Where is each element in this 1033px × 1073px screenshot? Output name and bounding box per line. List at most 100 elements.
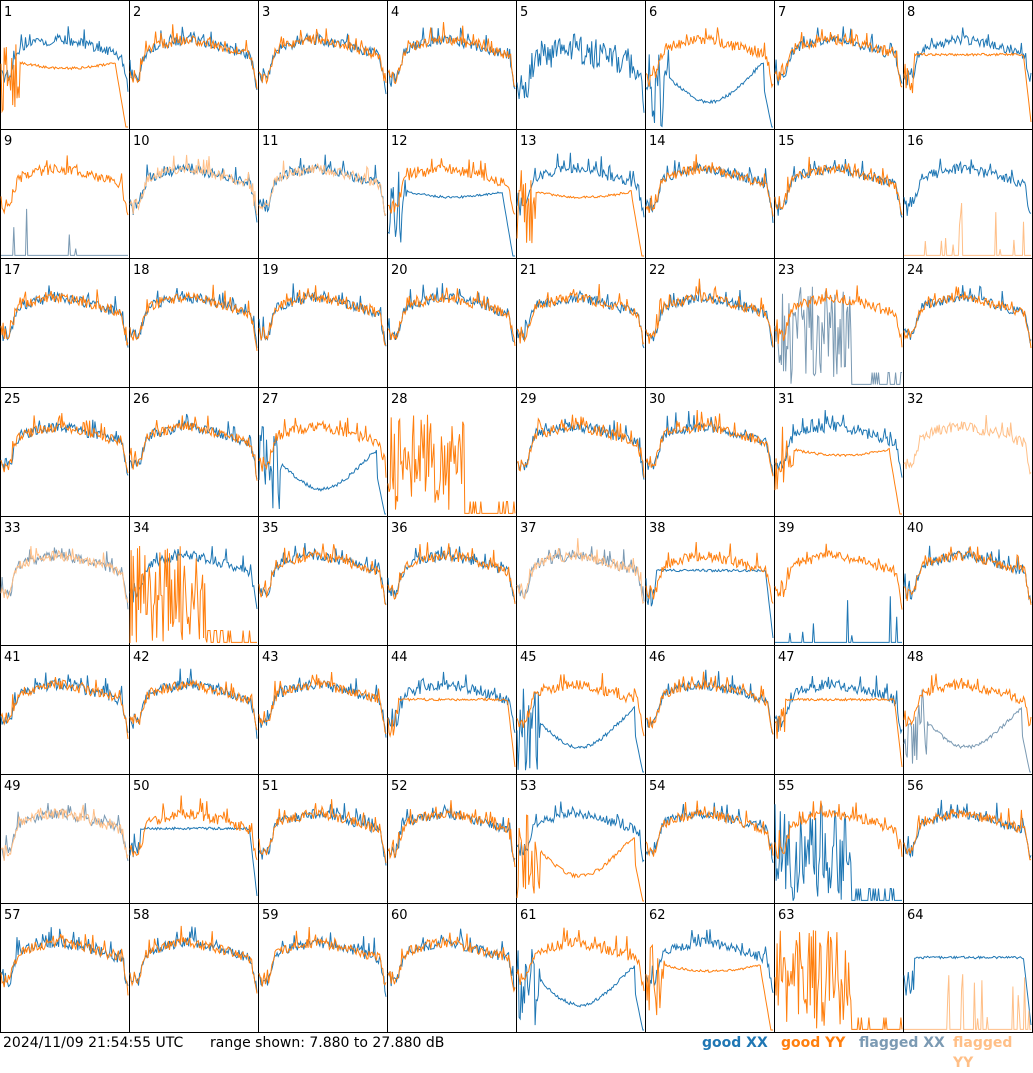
series-xx-40 (903, 545, 1032, 604)
panel-18: 18 (129, 258, 259, 388)
series-xx-57 (0, 927, 129, 988)
panel-64: 64 (903, 903, 1033, 1033)
series-yy-37 (516, 538, 645, 605)
series-yy-34 (129, 545, 257, 644)
series-yy-41 (0, 677, 129, 739)
series-yy-19 (258, 285, 387, 346)
panel-frame (129, 0, 259, 130)
series-yy-61 (516, 927, 645, 992)
footer: 2024/11/09 21:54:55 UTC range shown: 7.8… (0, 1033, 1033, 1071)
panel-label: 18 (133, 263, 150, 278)
series-yy-43 (258, 671, 387, 735)
series-xx-52 (387, 803, 516, 863)
panel-25: 25 (0, 387, 130, 517)
series-yy-14 (645, 154, 774, 217)
panel-20: 20 (387, 258, 517, 388)
panel-label: 8 (907, 5, 915, 20)
panel-frame (0, 129, 130, 259)
panel-36: 36 (387, 516, 517, 646)
panel-52: 52 (387, 774, 517, 904)
panel-label: 7 (778, 5, 786, 20)
panel-46: 46 (645, 645, 775, 775)
series-yy-56 (903, 808, 1032, 861)
panel-38: 38 (645, 516, 775, 646)
panel-frame (774, 0, 904, 130)
panel-label: 52 (391, 779, 408, 794)
panel-8: 8 (903, 0, 1033, 130)
series-yy-51 (258, 799, 387, 864)
series-xx-24 (903, 285, 1032, 344)
panel-label: 15 (778, 134, 795, 149)
panel-label: 25 (4, 392, 21, 407)
panel-label: 44 (391, 650, 408, 665)
panel-60: 60 (387, 903, 517, 1033)
panel-label: 5 (520, 5, 528, 20)
series-xx-9 (1, 208, 128, 256)
panel-label: 41 (4, 650, 21, 665)
series-yy-11 (258, 160, 387, 217)
panel-label: 55 (778, 779, 795, 794)
series-xx-60 (387, 928, 516, 991)
panel-label: 1 (4, 5, 12, 20)
panel-43: 43 (258, 645, 388, 775)
panel-label: 9 (4, 134, 12, 149)
series-yy-45 (516, 673, 645, 737)
series-yy-38 (645, 541, 774, 604)
panel-frame (903, 0, 1033, 130)
panel-50: 50 (129, 774, 259, 904)
series-yy-48 (903, 673, 1032, 728)
panel-23: 23 (774, 258, 904, 388)
panel-55: 55 (774, 774, 904, 904)
panel-label: 49 (4, 779, 21, 794)
series-yy-47 (774, 697, 903, 768)
series-xx-25 (0, 419, 129, 476)
panel-12: 12 (387, 129, 517, 259)
series-yy-12 (387, 158, 516, 215)
panel-1: 1 (0, 0, 130, 130)
panel-58: 58 (129, 903, 259, 1033)
panel-label: 3 (262, 5, 270, 20)
panel-49: 49 (0, 774, 130, 904)
series-yy-8 (903, 52, 1032, 123)
series-xx-20 (387, 283, 516, 344)
panel-32: 32 (903, 387, 1033, 517)
series-yy-15 (774, 156, 903, 215)
series-yy-25 (0, 413, 129, 474)
series-yy-58 (129, 925, 258, 994)
legend-good-yy: good YY (781, 1033, 845, 1053)
legend-flagged-yy: flagged YY (953, 1033, 1033, 1073)
panel-label: 31 (778, 392, 795, 407)
panel-label: 17 (4, 263, 21, 278)
panel-label: 12 (391, 134, 408, 149)
panel-22: 22 (645, 258, 775, 388)
series-yy-10 (129, 154, 258, 216)
panel-label: 28 (391, 392, 408, 407)
panel-40: 40 (903, 516, 1033, 646)
panel-41: 41 (0, 645, 130, 775)
panel-label: 36 (391, 521, 408, 536)
series-yy-7 (774, 29, 903, 88)
panel-label: 4 (391, 5, 399, 20)
panel-51: 51 (258, 774, 388, 904)
series-xx-16 (903, 158, 1032, 216)
panel-7: 7 (774, 0, 904, 130)
panel-label: 34 (133, 521, 150, 536)
legend-flagged-yy-label: flagged YY (953, 1035, 1013, 1071)
panel-30: 30 (645, 387, 775, 517)
series-yy-4 (387, 22, 516, 87)
series-xx-36 (387, 546, 516, 603)
panel-13: 13 (516, 129, 646, 259)
series-yy-24 (903, 286, 1032, 349)
panel-label: 60 (391, 908, 408, 923)
panel-9: 9 (0, 129, 130, 259)
panel-42: 42 (129, 645, 259, 775)
panel-24: 24 (903, 258, 1033, 388)
series-xx-58 (129, 926, 258, 993)
series-yy-62 (645, 943, 773, 1031)
series-yy-57 (0, 933, 129, 996)
series-xx-11 (258, 154, 387, 216)
series-yy-64 (904, 974, 1031, 1030)
panel-label: 51 (262, 779, 279, 794)
panel-label: 27 (262, 392, 279, 407)
series-xx-38 (645, 568, 774, 639)
